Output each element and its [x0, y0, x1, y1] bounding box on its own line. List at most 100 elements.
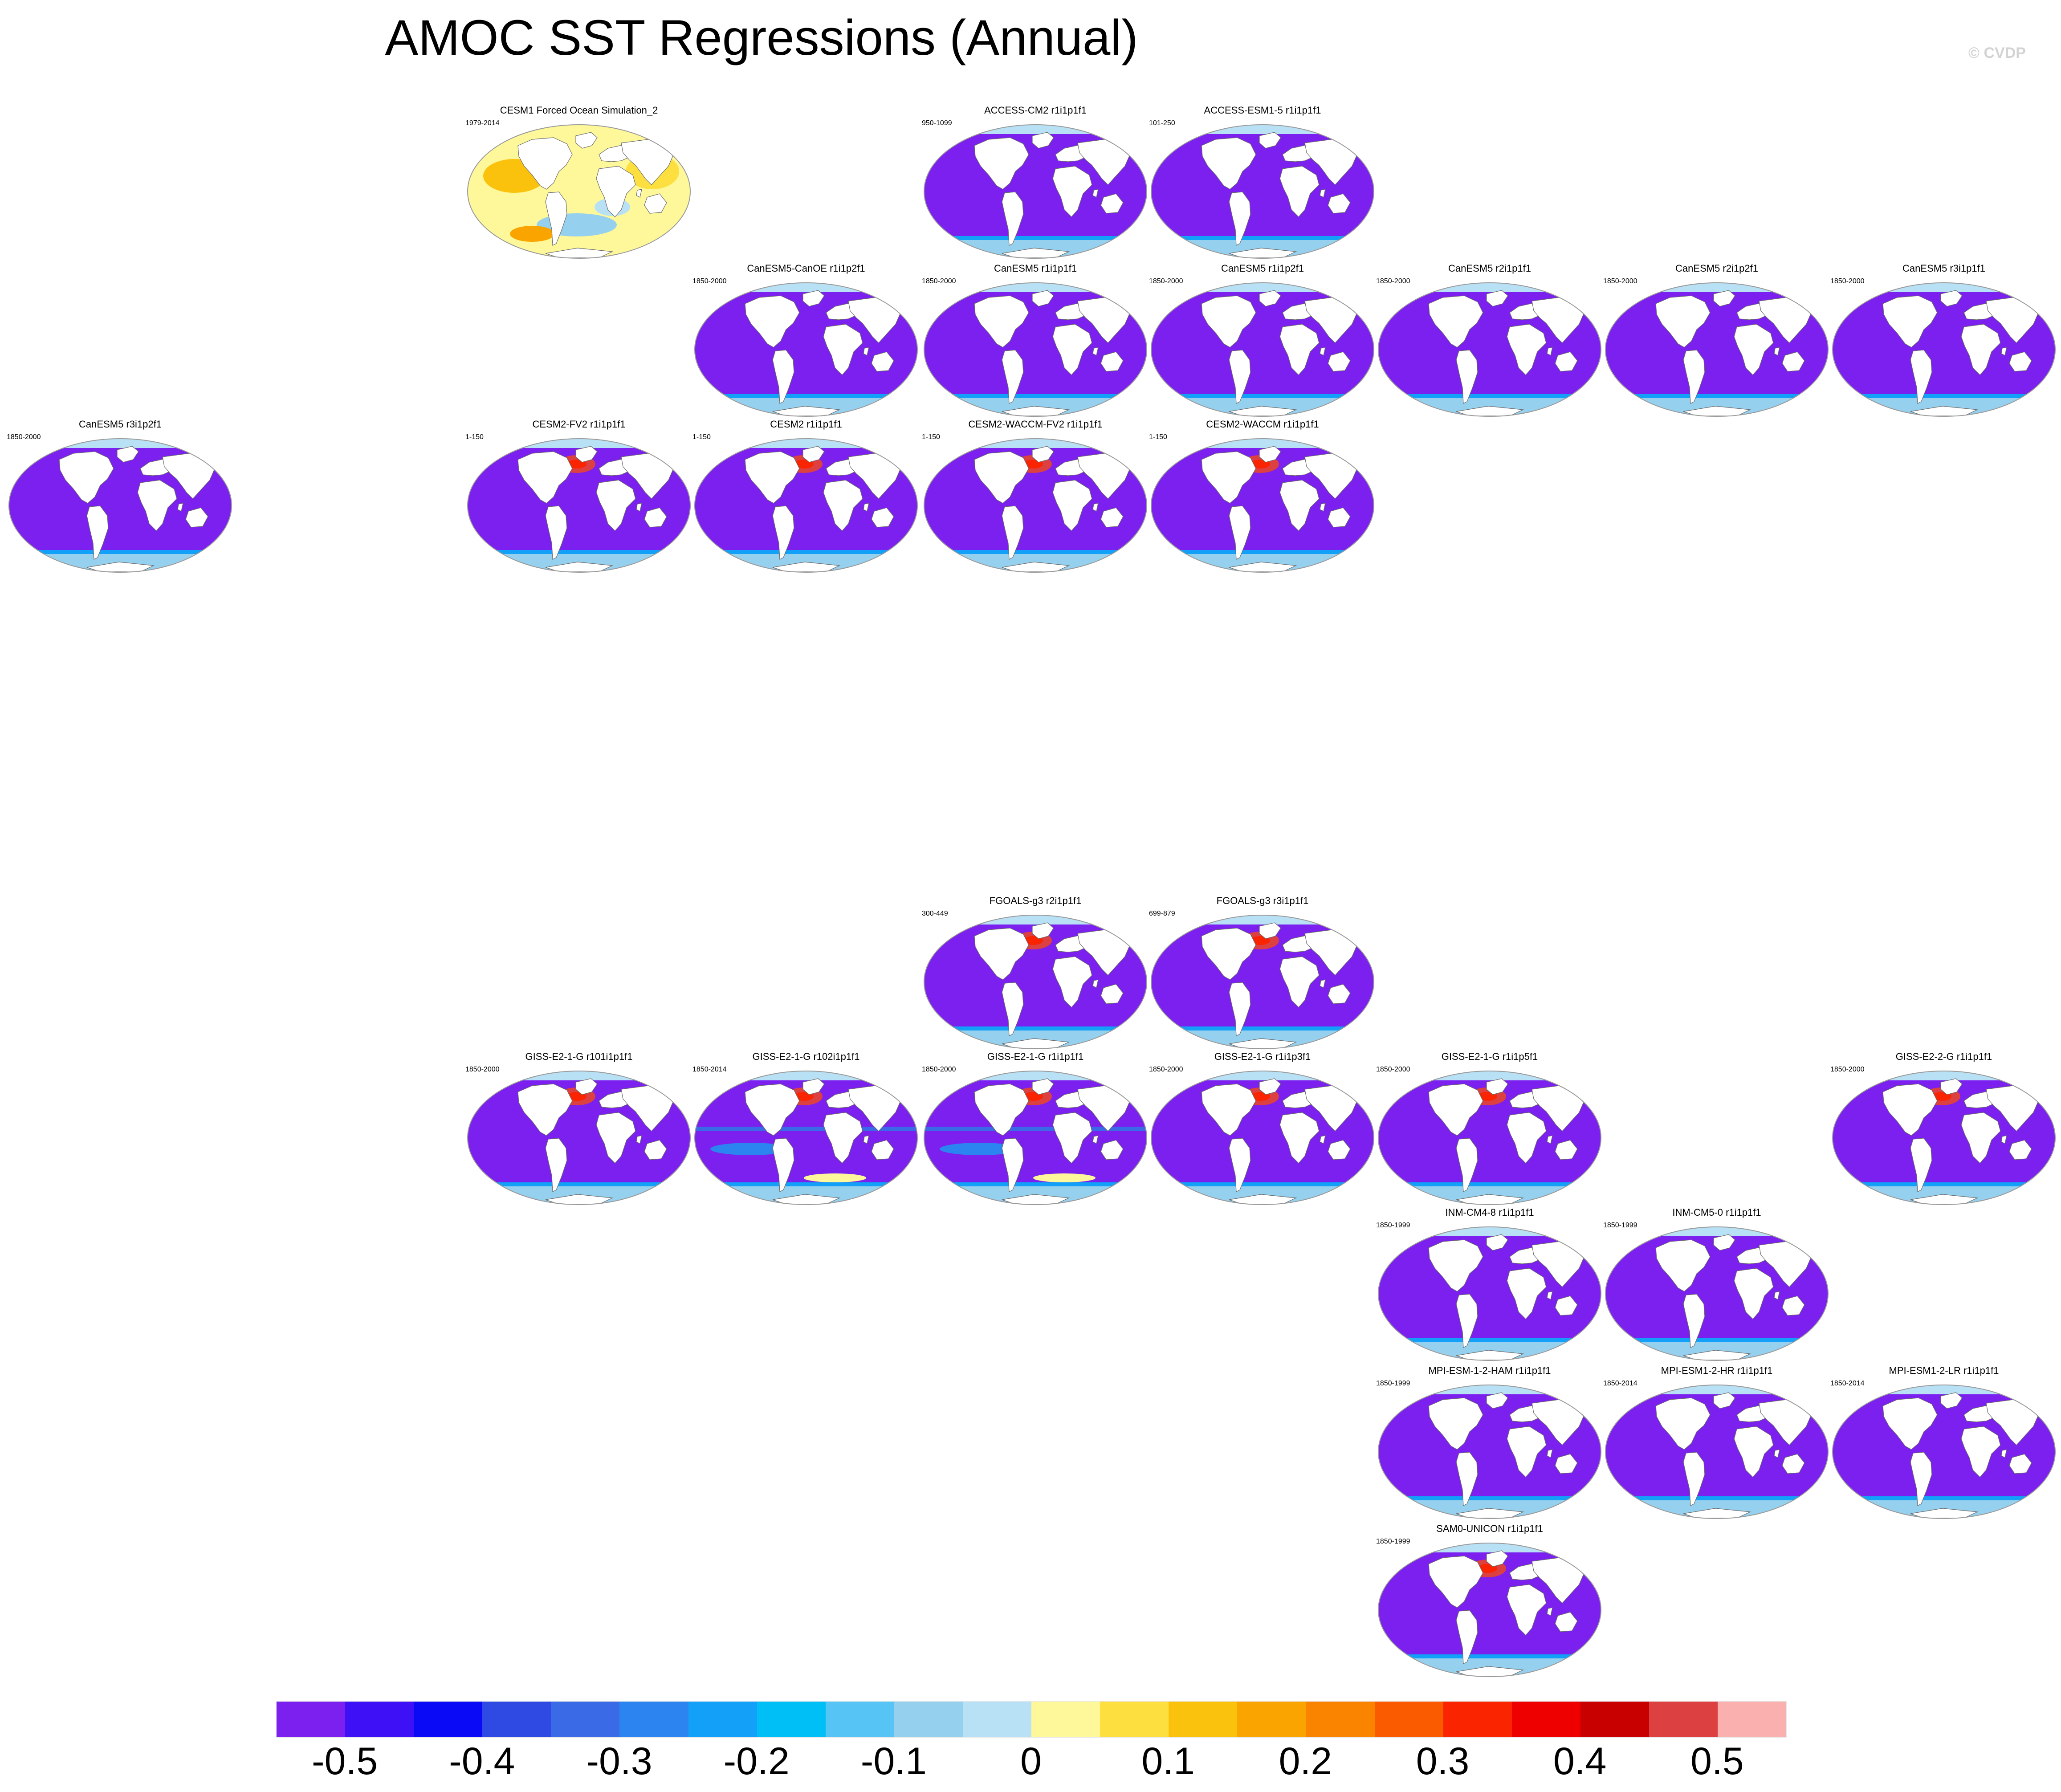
land-mass	[1259, 922, 1281, 939]
map-panel: CESM2-FV2 r1i1p1f1 1-150	[465, 419, 692, 574]
southern-ocean-band	[1403, 1496, 1572, 1500]
map-canvas	[1378, 1385, 1601, 1519]
land-mass	[2001, 347, 2007, 356]
southern-ocean-band	[1176, 1026, 1345, 1030]
map-canvas	[924, 282, 1147, 417]
map-canvas	[1832, 1385, 2056, 1519]
panel-title: MPI-ESM-1-2-HAM r1i1p1f1	[1428, 1365, 1551, 1376]
land-mass	[1882, 1397, 1938, 1450]
land-mass	[1092, 979, 1099, 988]
panel-title: CESM2-WACCM-FV2 r1i1p1f1	[968, 419, 1103, 430]
panel-period: 699-879	[1149, 910, 1175, 917]
map-panel: FGOALS-g3 r3i1p1f1 699-879	[1149, 895, 1376, 1051]
land-mass	[871, 1140, 894, 1160]
equatorial-band	[695, 1127, 917, 1131]
land-mass	[1201, 295, 1256, 348]
arctic-band	[924, 1071, 1147, 1080]
map-outline	[924, 282, 1147, 417]
southern-ocean-band	[1403, 394, 1572, 398]
southern-ocean-band	[1630, 1338, 1799, 1342]
land-mass	[1032, 132, 1054, 149]
panel-title: ACCESS-ESM1-5 r1i1p1f1	[1204, 105, 1321, 116]
land-mass	[772, 505, 794, 560]
map-canvas	[1832, 282, 2056, 417]
land-mass	[1882, 1083, 1938, 1136]
panel-title: CanESM5 r2i1p1f1	[1448, 263, 1531, 274]
colorbar-swatch	[1100, 1702, 1169, 1737]
land-mass	[1428, 1556, 1483, 1608]
map-canvas	[8, 438, 232, 573]
land-mass	[1507, 1112, 1547, 1164]
land-mass	[871, 507, 894, 528]
arctic-band	[1378, 1227, 1601, 1236]
land-mass	[823, 1112, 863, 1164]
land-mass	[1201, 137, 1256, 190]
panel-period: 1850-1999	[1376, 1222, 1410, 1229]
arctic-band	[695, 439, 917, 448]
southern-ocean-band	[949, 394, 1118, 398]
land-mass	[1279, 324, 1320, 375]
map-panel: GISS-E2-1-G r102i1p1f1 1850-2014	[692, 1051, 920, 1207]
land-mass	[596, 480, 636, 531]
land-mass	[863, 1135, 869, 1144]
map-canvas	[1605, 1385, 1829, 1519]
map-canvas	[1605, 282, 1829, 417]
land-mass	[1486, 1392, 1508, 1409]
land-mass	[1655, 1239, 1711, 1292]
panel-title: CESM2-FV2 r1i1p1f1	[532, 419, 626, 430]
map-outline	[694, 1071, 918, 1205]
map-panel: ACCESS-CM2 r1i1p1f1 950-1099	[922, 105, 1149, 261]
land-mass	[1428, 1397, 1483, 1450]
panel-title: GISS-E2-1-G r1i1p1f1	[987, 1051, 1084, 1062]
panel-title: CanESM5 r1i1p1f1	[994, 263, 1077, 274]
colorbar-tick: 0.4	[1553, 1740, 1607, 1783]
land-mass	[575, 446, 598, 463]
land-mass	[823, 324, 863, 375]
panel-title: INM-CM4-8 r1i1p1f1	[1445, 1207, 1534, 1218]
anomaly-patch	[940, 1143, 1020, 1155]
panel-title: CanESM5 r3i1p2f1	[79, 419, 162, 430]
land-mass	[1201, 1083, 1256, 1136]
map-panel: FGOALS-g3 r2i1p1f1 300-449	[922, 895, 1149, 1051]
land-mass	[1428, 295, 1483, 348]
map-canvas	[1151, 915, 1374, 1049]
arctic-band	[695, 1071, 917, 1080]
panel-title: CanESM5 r3i1p1f1	[1902, 263, 1985, 274]
map-panel: GISS-E2-2-G r1i1p1f1 1850-2000	[1830, 1051, 2057, 1207]
map-outline	[1832, 1071, 2056, 1205]
land-mass	[1655, 295, 1711, 348]
land-mass	[1320, 347, 1326, 356]
land-mass	[1547, 1449, 1553, 1458]
colorbar-tick: 0.3	[1416, 1740, 1470, 1783]
colorbar-tick-labels: -0.5 -0.4 -0.3 -0.2 -0.1 0 0.1 0.2 0.3 0.4 0.5	[276, 1739, 1786, 1784]
land-mass	[1774, 1291, 1780, 1300]
chart-title: AMOC SST Regressions (Annual)	[385, 10, 1138, 65]
map-outline	[1832, 282, 2056, 417]
southern-ocean-band	[1403, 1338, 1572, 1342]
land-mass	[1092, 189, 1099, 198]
arctic-band	[1605, 1385, 1828, 1394]
panel-title: MPI-ESM1-2-LR r1i1p1f1	[1889, 1365, 1999, 1376]
map-panel: CESM1 Forced Ocean Simulation_2 1979-2014	[465, 105, 692, 261]
map-outline	[1151, 282, 1374, 417]
land-mass	[745, 295, 800, 348]
map-panel: CanESM5 r3i1p2f1 1850-2000	[7, 419, 234, 574]
land-mass	[1002, 505, 1024, 560]
land-mass	[636, 189, 642, 198]
arctic-band	[924, 125, 1147, 134]
panel-period: 1-150	[465, 433, 484, 441]
arctic-band	[924, 915, 1147, 925]
southern-ocean-band	[1857, 1496, 2026, 1500]
land-mass	[1092, 347, 1099, 356]
panel-title: CanESM5 r2i1p2f1	[1675, 263, 1758, 274]
land-mass	[1555, 1612, 1578, 1632]
map-panel: CanESM5 r1i1p1f1 1850-2000	[922, 263, 1149, 419]
panel-title: GISS-E2-1-G r101i1p1f1	[525, 1051, 633, 1062]
map-outline	[467, 438, 691, 573]
land-mass	[863, 503, 869, 512]
land-mass	[1774, 347, 1780, 356]
land-mass	[1683, 1452, 1705, 1506]
colorbar-swatch	[482, 1702, 551, 1737]
land-mass	[644, 193, 667, 214]
panel-period: 1850-2000	[692, 277, 727, 285]
